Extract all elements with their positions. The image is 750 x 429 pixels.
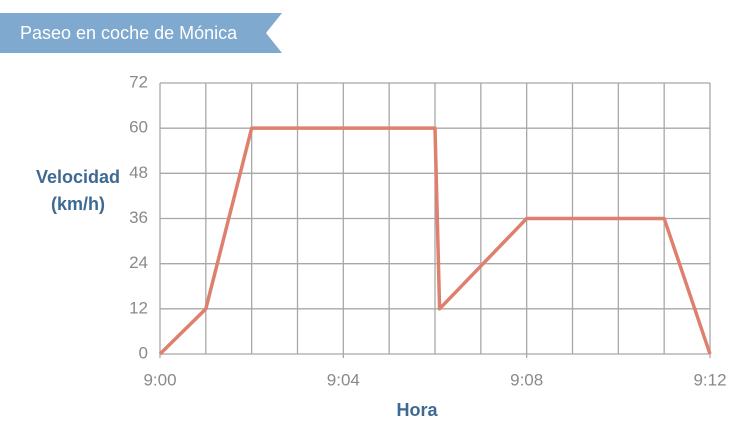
y-axis-label: (km/h) [51, 194, 105, 214]
y-tick-label: 12 [129, 298, 148, 317]
y-tick-label: 48 [129, 163, 148, 182]
x-tick-label: 9:08 [510, 370, 543, 389]
y-tick-label: 24 [129, 253, 148, 272]
y-axis-label: Velocidad [36, 167, 120, 187]
x-axis-label: Hora [396, 400, 438, 420]
x-tick-label: 9:12 [693, 370, 726, 389]
title-ribbon [0, 13, 282, 53]
x-tick-label: 9:04 [327, 370, 360, 389]
y-tick-label: 0 [139, 343, 148, 362]
y-tick-label: 72 [129, 72, 148, 91]
y-tick-label: 36 [129, 208, 148, 227]
y-tick-label: 60 [129, 118, 148, 137]
line [158, 126, 712, 356]
chart-title: Paseo en coche de Mónica [20, 23, 238, 43]
x-tick-label: 9:00 [143, 370, 176, 389]
